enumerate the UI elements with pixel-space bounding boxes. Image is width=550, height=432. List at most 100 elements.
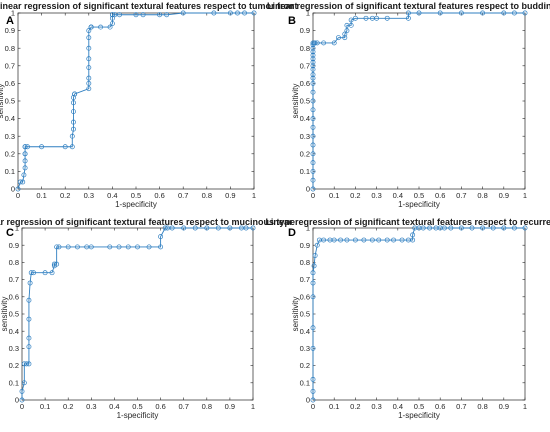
roc-point [192, 225, 198, 231]
roc-point [86, 56, 92, 62]
roc-point [22, 165, 28, 171]
roc-point [116, 244, 122, 250]
y-tick-label: 0.8 [300, 44, 310, 53]
x-tick-label: 0.9 [499, 402, 509, 411]
x-tick-label: 0.1 [329, 191, 339, 200]
roc-point [335, 35, 341, 41]
roc-point [310, 177, 316, 183]
x-tick-label: 0.1 [329, 402, 339, 411]
roc-point [71, 119, 76, 125]
roc-point [310, 59, 316, 65]
y-tick-label: 0.1 [9, 378, 19, 387]
roc-point [310, 397, 316, 403]
chart-panel-c: Linear regression of significant textura… [0, 217, 295, 420]
x-tick-label: 0.8 [477, 402, 487, 411]
y-tick-label: 0.5 [300, 97, 310, 106]
x-tick-label: 0.4 [107, 191, 117, 200]
roc-point [310, 142, 316, 148]
x-axis-label: 1-specificity [115, 200, 157, 209]
roc-point [72, 91, 78, 97]
roc-point [204, 225, 210, 231]
roc-point [107, 244, 113, 250]
roc-point [384, 15, 390, 21]
x-tick-label: 0.7 [178, 191, 188, 200]
roc-point [311, 263, 317, 269]
roc-point [361, 237, 367, 243]
roc-point [374, 15, 380, 21]
roc-point [310, 133, 316, 139]
y-tick-label: 0 [15, 396, 19, 405]
roc-point [321, 237, 327, 243]
x-tick-label: 1 [252, 191, 256, 200]
roc-point [86, 35, 92, 41]
roc-point [310, 168, 316, 174]
roc-point [480, 225, 486, 231]
roc-point [227, 10, 233, 16]
roc-point [22, 158, 28, 164]
roc-point [112, 12, 118, 18]
roc-point [86, 75, 92, 81]
roc-point [321, 40, 327, 46]
roc-point [310, 280, 316, 286]
y-tick-label: 0.4 [5, 114, 15, 123]
y-tick-label: 0 [11, 185, 15, 194]
x-tick-label: 0.3 [371, 191, 381, 200]
x-tick-label: 1 [523, 191, 527, 200]
roc-point [420, 225, 426, 231]
y-tick-label: 0.6 [5, 79, 15, 88]
roc-point [162, 225, 168, 231]
y-tick-label: 0.7 [9, 275, 19, 284]
roc-point [158, 244, 164, 250]
roc-point [109, 15, 115, 21]
roc-point [42, 270, 48, 276]
roc-point [310, 45, 316, 51]
roc-point [441, 225, 447, 231]
roc-point [384, 237, 390, 243]
roc-point [51, 261, 57, 267]
y-axis-label: sensitivity [0, 297, 9, 332]
x-tick-label: 0.9 [499, 191, 509, 200]
roc-point [342, 31, 348, 37]
roc-point [227, 225, 233, 231]
y-tick-label: 0.8 [9, 258, 19, 267]
roc-point [410, 237, 416, 243]
y-tick-label: 0.2 [9, 361, 19, 370]
y-tick-label: 0.6 [9, 292, 19, 301]
panel-label: C [6, 227, 14, 239]
roc-point [310, 186, 316, 192]
panel-label: D [288, 227, 296, 239]
roc-point [448, 225, 454, 231]
y-tick-label: 0.7 [300, 61, 310, 70]
roc-point [427, 225, 433, 231]
y-tick-label: 0.7 [300, 275, 310, 284]
x-tick-label: 0 [311, 402, 315, 411]
roc-point [376, 237, 382, 243]
y-tick-label: 0.2 [300, 361, 310, 370]
roc-point [310, 325, 316, 331]
roc-point [133, 12, 139, 18]
roc-point [348, 17, 354, 23]
roc-point [88, 244, 94, 250]
roc-point [56, 244, 62, 250]
roc-point [135, 244, 140, 250]
roc-point [310, 160, 316, 166]
roc-point [86, 65, 92, 71]
roc-point [19, 388, 25, 394]
roc-point [86, 28, 92, 34]
x-tick-label: 0.7 [178, 402, 188, 411]
y-tick-label: 0.4 [9, 327, 19, 336]
roc-point [399, 237, 405, 243]
y-tick-label: 0.8 [300, 258, 310, 267]
x-tick-label: 0.6 [154, 191, 164, 200]
roc-point [71, 109, 76, 115]
y-tick-label: 0.1 [300, 378, 310, 387]
y-axis-label: sensitivity [291, 297, 300, 332]
y-tick-label: 0.9 [5, 26, 15, 35]
x-tick-label: 0.2 [60, 191, 70, 200]
y-tick-label: 0.5 [300, 310, 310, 319]
roc-point [24, 144, 30, 150]
roc-point [22, 151, 28, 157]
roc-point [344, 237, 350, 243]
roc-point [310, 52, 316, 58]
